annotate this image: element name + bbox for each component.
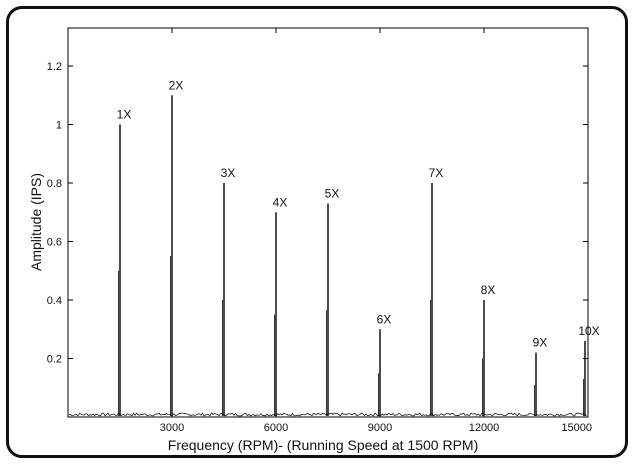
- y-tick-label: 0.2: [47, 354, 62, 366]
- x-tick-label: 6000: [264, 422, 288, 434]
- peak-label: 4X: [273, 195, 288, 209]
- x-tick-label: 3000: [160, 422, 184, 434]
- y-tick-label: 0.8: [47, 178, 62, 190]
- x-tick-label: 15000: [561, 422, 592, 434]
- x-tick-label: 9000: [368, 422, 392, 434]
- y-axis-title: Amplitude (IPS): [28, 173, 44, 271]
- y-tick-label: 0.6: [47, 237, 62, 249]
- x-tick-label: 12000: [469, 422, 500, 434]
- y-tick-label: 1: [56, 120, 62, 132]
- peak-label: 2X: [169, 78, 184, 92]
- y-tick-label: 0.4: [47, 295, 62, 307]
- peak-label: 7X: [429, 166, 444, 180]
- peak-label: 5X: [325, 186, 340, 200]
- peak-label: 10X: [578, 324, 599, 338]
- peak-label: 1X: [117, 108, 132, 122]
- x-axis-title: Frequency (RPM)- (Running Speed at 1500 …: [168, 437, 478, 453]
- y-tick-label: 1.2: [47, 61, 62, 73]
- peak-label: 6X: [377, 312, 392, 326]
- peak-label: 8X: [481, 283, 496, 297]
- peak-label: 3X: [221, 166, 236, 180]
- peak-label: 9X: [533, 336, 548, 350]
